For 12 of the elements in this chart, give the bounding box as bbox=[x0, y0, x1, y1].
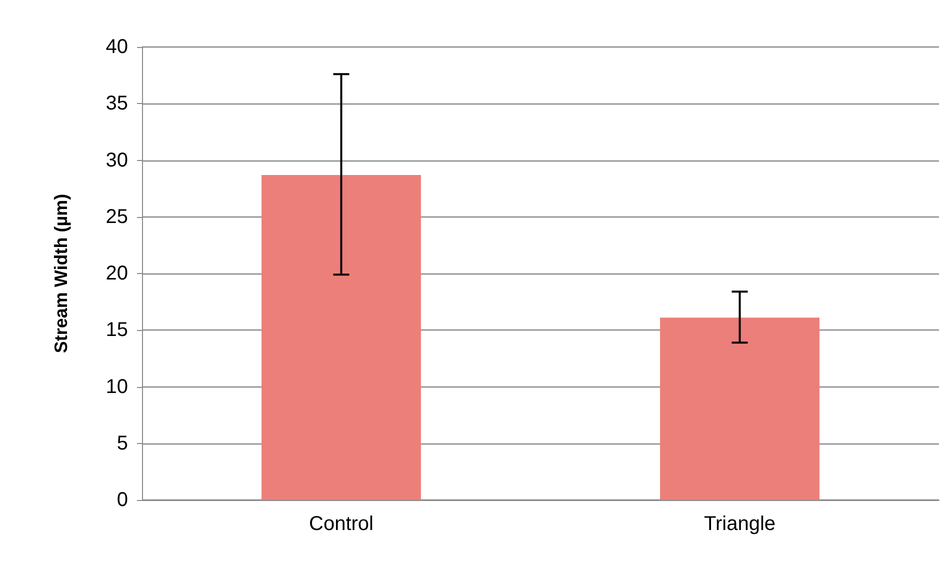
y-tick-label: 30 bbox=[106, 149, 128, 172]
y-tick-label: 10 bbox=[106, 376, 128, 398]
y-tick-label: 20 bbox=[106, 262, 128, 284]
y-tick-label: 5 bbox=[116, 432, 128, 454]
x-tick-label: Triangle bbox=[704, 513, 776, 535]
y-tick-label: 35 bbox=[106, 92, 128, 115]
y-tick-label: 0 bbox=[116, 489, 128, 511]
y-tick-label: 25 bbox=[106, 206, 128, 228]
y-tick-label: 40 bbox=[106, 36, 128, 58]
y-tick-label: 15 bbox=[106, 319, 128, 342]
y-axis-title: Stream Width (µm) bbox=[51, 194, 71, 354]
x-tick-label: Control bbox=[309, 513, 374, 535]
